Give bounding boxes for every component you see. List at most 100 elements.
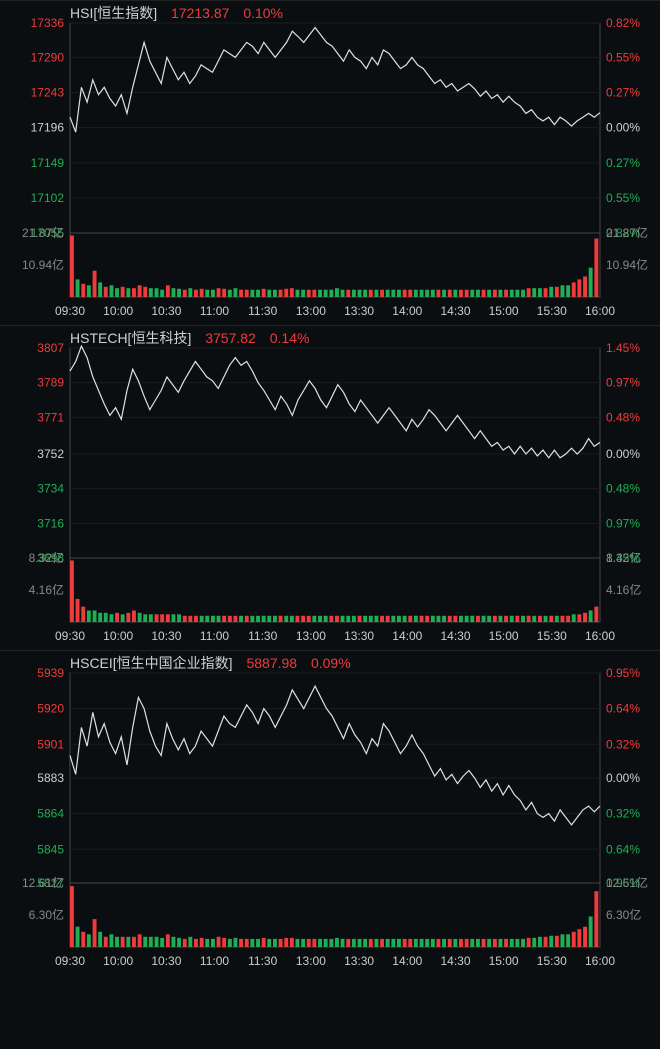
vol-bar	[358, 939, 362, 947]
vol-bar	[465, 290, 469, 297]
vol-bar	[561, 285, 565, 297]
vol-bar	[155, 614, 159, 622]
vol-bar	[589, 611, 593, 623]
vol-bar	[358, 290, 362, 297]
vol-bar	[256, 616, 260, 622]
vol-bar	[482, 939, 486, 947]
vol-bar	[98, 932, 102, 947]
vol-bar	[93, 919, 97, 947]
vol-bar	[420, 616, 424, 622]
vol-bar	[312, 616, 316, 622]
vol-bar	[234, 288, 238, 297]
vol-bar	[312, 939, 316, 947]
vol-bar	[363, 616, 367, 622]
vol-bar	[476, 939, 480, 947]
vol-bar	[369, 939, 373, 947]
vol-bar	[200, 289, 204, 297]
vol-bar	[267, 939, 271, 947]
vol-bar	[504, 939, 508, 947]
vol-bar	[391, 939, 395, 947]
vol-bar	[329, 290, 333, 297]
vol-bar	[284, 289, 288, 297]
vol-bar	[138, 934, 142, 947]
vol-bar	[346, 290, 350, 297]
x-tick: 13:00	[296, 954, 326, 968]
vol-bar	[200, 938, 204, 947]
x-tick: 14:30	[440, 304, 470, 318]
vol-bar	[177, 289, 181, 297]
vol-bar	[296, 616, 300, 622]
vol-bar	[284, 616, 288, 622]
vol-bar	[126, 613, 130, 622]
vol-bar	[301, 290, 305, 297]
vol-bar	[476, 616, 480, 622]
vol-bar	[414, 616, 418, 622]
vol-bar	[160, 614, 164, 622]
vol-bar	[234, 616, 238, 622]
x-tick: 11:30	[248, 954, 277, 968]
vol-bar	[205, 939, 209, 947]
vol-bar	[572, 614, 576, 622]
vol-bar	[515, 290, 519, 297]
vol-bar	[358, 616, 362, 622]
vol-bar	[273, 616, 277, 622]
vol-bar	[403, 939, 407, 947]
vol-bar	[245, 616, 249, 622]
vol-bar	[453, 616, 457, 622]
vol-bar	[341, 616, 345, 622]
vol-bar	[267, 290, 271, 297]
vol-bar	[329, 939, 333, 947]
vol-bar	[453, 290, 457, 297]
chart-title-hscei: HSCEI[恒生中国企业指数] 5887.98 0.09%	[70, 653, 351, 673]
vol-bar	[239, 939, 243, 947]
vol-bar	[222, 289, 226, 297]
vol-bar	[81, 284, 85, 297]
vol-bar	[87, 611, 91, 623]
vol-bar	[250, 939, 254, 947]
vol-bar	[408, 616, 412, 622]
vol-bar	[487, 290, 491, 297]
vol-tick: 6.30亿	[29, 907, 64, 922]
x-tick: 13:30	[344, 629, 374, 643]
vol-bar	[470, 616, 474, 622]
vol-bar	[363, 939, 367, 947]
panel-hstech: HSTECH[恒生科技] 3757.82 0.14% 38071.45%3789…	[0, 325, 660, 650]
vol-tick-r: 6.30亿	[606, 907, 641, 922]
vol-bar	[538, 616, 542, 622]
vol-bar	[166, 285, 170, 297]
right-tick: 0.32%	[606, 807, 640, 821]
x-tick: 10:30	[151, 629, 181, 643]
vol-bar	[499, 290, 503, 297]
left-tick: 3752	[37, 447, 64, 461]
left-tick: 5920	[37, 702, 64, 716]
vol-bar	[324, 939, 328, 947]
symbol-label: HSI[恒生指数]	[70, 5, 157, 21]
x-tick: 09:30	[55, 954, 85, 968]
vol-bar	[177, 938, 181, 947]
vol-bar	[296, 939, 300, 947]
vol-bar	[369, 616, 373, 622]
vol-bar	[183, 290, 187, 297]
pct-label: 0.10%	[243, 5, 283, 21]
vol-bar	[166, 614, 170, 622]
vol-bar	[200, 616, 204, 622]
vol-bar	[420, 939, 424, 947]
vol-bar	[307, 616, 311, 622]
left-tick: 3771	[37, 410, 64, 424]
vol-bar	[386, 290, 390, 297]
vol-bar	[166, 934, 170, 947]
vol-bar	[583, 927, 587, 947]
vol-bar	[245, 939, 249, 947]
vol-bar	[572, 932, 576, 947]
x-tick: 10:30	[151, 304, 181, 318]
vol-bar	[459, 616, 463, 622]
x-tick: 10:00	[103, 954, 133, 968]
vol-bar	[149, 937, 153, 947]
vol-bar	[250, 616, 254, 622]
right-tick: 0.27%	[606, 86, 640, 100]
chart-hscei: 59390.95%59200.64%59010.32%58830.00%5864…	[0, 651, 660, 975]
left-tick: 3734	[37, 482, 64, 496]
vol-bar	[453, 939, 457, 947]
vol-bar	[583, 613, 587, 622]
vol-bar	[143, 937, 147, 947]
